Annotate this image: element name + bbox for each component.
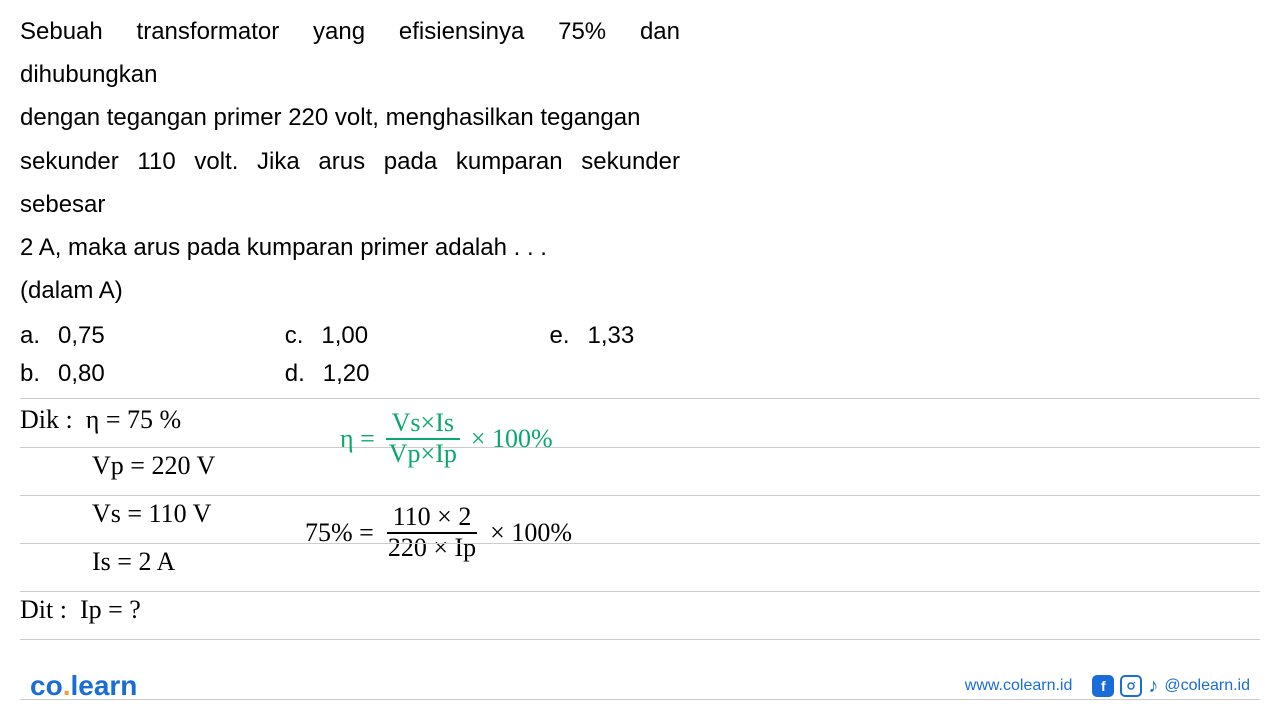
efficiency-formula: η = Vs×Is Vp×Ip × 100% (340, 409, 553, 468)
formula-fraction: Vs×Is Vp×Ip (383, 409, 463, 468)
formula-lhs: η = (340, 424, 375, 454)
vp-value: Vp = 220 V (92, 451, 215, 481)
dit-row: Dit : Ip = ? (20, 595, 141, 625)
option-e-value: 1,33 (587, 322, 634, 350)
question-hint: (dalam A) (20, 269, 680, 312)
rule-line (20, 543, 1260, 544)
question-line-1: Sebuah transformator yang efisiensinya 7… (20, 10, 680, 96)
option-c: c. 1,00 (285, 322, 370, 350)
social-handle: @colearn.id (1164, 677, 1250, 695)
dik-label: Dik : η = 75 % (20, 405, 181, 435)
option-d-value: 1,20 (323, 360, 370, 388)
options-row: a. 0,75 b. 0,80 c. 1,00 d. 1,20 e. 1,33 (20, 322, 680, 388)
facebook-icon: f (1092, 675, 1114, 697)
worked-solution: Dik : η = 75 % Vp = 220 V η = Vs×Is Vp×I… (20, 398, 1260, 700)
option-c-value: 1,00 (321, 322, 368, 350)
option-a-value: 0,75 (58, 322, 105, 350)
formula-rhs: × 100% (471, 424, 553, 454)
logo-co: co (30, 670, 63, 701)
option-d: d. 1,20 (285, 360, 370, 388)
option-b: b. 0,80 (20, 360, 105, 388)
footer-right: www.colearn.id f ♪ @colearn.id (965, 675, 1250, 698)
social-icons: f ♪ @colearn.id (1092, 675, 1250, 698)
instagram-icon (1120, 675, 1142, 697)
option-c-letter: c. (285, 322, 304, 350)
logo-learn: learn (70, 670, 137, 701)
footer-url: www.colearn.id (965, 677, 1073, 695)
option-b-value: 0,80 (58, 360, 105, 388)
option-e-letter: e. (549, 322, 569, 350)
rule-line (20, 495, 1260, 496)
sub-fraction: 110 × 2 220 × Ip (382, 503, 482, 562)
rule-line (20, 591, 1260, 592)
brand-logo: co.learn (30, 670, 137, 702)
rule-line (20, 639, 1260, 640)
option-b-letter: b. (20, 360, 40, 388)
rule-line (20, 447, 1260, 448)
footer: co.learn www.colearn.id f ♪ @colearn.id (0, 670, 1280, 702)
tiktok-icon: ♪ (1148, 675, 1158, 698)
option-a-letter: a. (20, 322, 40, 350)
question-line-3: sekunder 110 volt. Jika arus pada kumpar… (20, 140, 680, 226)
option-a: a. 0,75 (20, 322, 105, 350)
option-d-letter: d. (285, 360, 305, 388)
option-e: e. 1,33 (549, 322, 634, 350)
is-value: Is = 2 A (92, 547, 175, 577)
substituted-formula: 75% = 110 × 2 220 × Ip × 100% (305, 503, 572, 562)
question-block: Sebuah transformator yang efisiensinya 7… (0, 0, 700, 388)
question-line-2: dengan tegangan primer 220 volt, menghas… (20, 96, 680, 139)
vs-value: Vs = 110 V (92, 499, 211, 529)
question-line-4: 2 A, maka arus pada kumparan primer adal… (20, 226, 680, 269)
